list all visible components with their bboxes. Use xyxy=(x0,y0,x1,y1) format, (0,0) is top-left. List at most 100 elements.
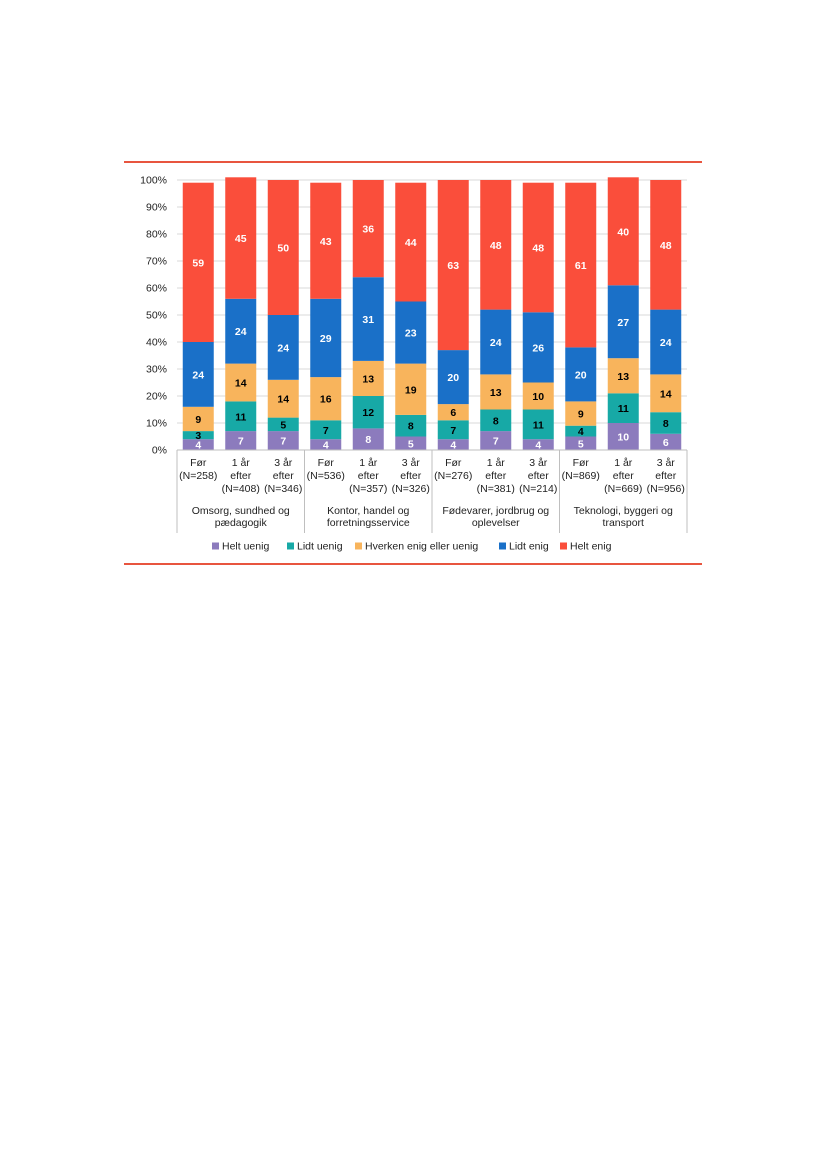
x-tick-label: efter xyxy=(655,470,677,482)
data-label: 8 xyxy=(493,415,499,427)
bar-segment xyxy=(225,401,257,432)
bar-segment xyxy=(607,285,639,359)
data-label: 24 xyxy=(235,326,247,338)
x-tick-label: 1 år xyxy=(487,457,506,469)
bar-segment xyxy=(522,312,554,383)
data-label: 20 xyxy=(575,369,587,381)
data-label: 8 xyxy=(365,434,371,446)
bar-segment xyxy=(437,350,469,405)
bar-segment xyxy=(607,177,639,286)
data-label: 19 xyxy=(405,384,417,396)
bar-segment xyxy=(267,431,299,450)
x-tick-label: (N=346) xyxy=(264,483,302,495)
bar-segment xyxy=(650,412,682,434)
bar-segment xyxy=(352,360,384,396)
bottom-rule xyxy=(124,563,702,565)
data-label: 13 xyxy=(490,387,502,399)
legend-label: Helt uenig xyxy=(222,541,269,553)
group-label: Kontor, handel og xyxy=(327,505,409,517)
data-label: 7 xyxy=(280,436,286,448)
data-label: 10 xyxy=(617,432,629,444)
data-label: 61 xyxy=(575,260,587,272)
bar-segment xyxy=(565,347,597,402)
bar-segment xyxy=(267,180,299,315)
bar-segment xyxy=(352,396,384,429)
bar-segment xyxy=(267,417,299,432)
bar-segment xyxy=(395,301,427,364)
bar-segment xyxy=(182,182,214,342)
data-label: 9 xyxy=(578,409,584,421)
bar-segment xyxy=(437,439,469,450)
bar-segment xyxy=(522,409,554,440)
top-rule xyxy=(124,161,702,163)
y-tick-label: 100% xyxy=(140,175,167,187)
bar-segment xyxy=(352,277,384,361)
x-tick-label: efter xyxy=(613,470,635,482)
x-tick-label: 1 år xyxy=(232,457,251,469)
bar-segment xyxy=(395,182,427,302)
data-label: 36 xyxy=(362,224,374,236)
bar-segment xyxy=(310,298,342,378)
bar-segment xyxy=(480,409,512,432)
bar-segment xyxy=(267,379,299,418)
data-label: 11 xyxy=(235,411,246,423)
x-tick-label: 3 år xyxy=(274,457,293,469)
data-label: 63 xyxy=(447,260,459,272)
data-label: 8 xyxy=(663,418,669,430)
x-tick-label: (N=536) xyxy=(307,470,345,482)
x-tick-label: (N=381) xyxy=(477,483,515,495)
x-tick-label: Før xyxy=(445,457,462,469)
data-label: 48 xyxy=(660,240,672,252)
bar-segment xyxy=(310,420,342,440)
bar-segment xyxy=(565,401,597,426)
group-label: Omsorg, sundhed og xyxy=(192,505,290,517)
data-label: 7 xyxy=(450,425,456,437)
data-label: 13 xyxy=(362,373,374,385)
y-tick-label: 80% xyxy=(146,229,167,241)
data-label: 14 xyxy=(235,378,247,390)
data-label: 4 xyxy=(195,440,201,452)
bar-segment xyxy=(182,406,214,432)
data-label: 24 xyxy=(490,337,502,349)
bar-segment xyxy=(565,425,597,437)
bar-segment xyxy=(607,423,639,450)
x-tick-label: 3 år xyxy=(402,457,421,469)
legend-swatch xyxy=(560,542,567,550)
x-tick-label: Før xyxy=(190,457,207,469)
data-label: 16 xyxy=(320,394,332,406)
data-label: 8 xyxy=(408,421,414,433)
bar-segment xyxy=(352,428,384,450)
bar-segment xyxy=(565,436,597,450)
x-tick-label: (N=357) xyxy=(349,483,387,495)
bar-segment xyxy=(522,182,554,313)
data-label: 7 xyxy=(238,436,244,448)
bar-segment xyxy=(395,414,427,437)
bar-segment xyxy=(225,177,257,299)
x-tick-label: 1 år xyxy=(359,457,378,469)
x-tick-label: efter xyxy=(273,470,295,482)
data-label: 5 xyxy=(280,419,286,431)
y-tick-label: 40% xyxy=(146,337,167,349)
x-tick-label: efter xyxy=(358,470,380,482)
legend-swatch xyxy=(287,542,294,550)
legend-swatch xyxy=(355,542,362,550)
legend-label: Lidt uenig xyxy=(297,541,343,553)
bar-segment xyxy=(310,182,342,299)
data-label: 4 xyxy=(323,440,329,452)
data-label: 50 xyxy=(277,243,289,255)
data-label: 24 xyxy=(277,342,289,354)
group-label: Fødevarer, jordbrug og xyxy=(442,505,549,517)
x-tick-label: Før xyxy=(318,457,335,469)
group-label: Teknologi, byggeri og xyxy=(574,505,673,517)
bar-segment xyxy=(352,180,384,278)
data-label: 48 xyxy=(532,243,544,255)
data-label: 4 xyxy=(578,426,584,438)
data-label: 26 xyxy=(532,342,544,354)
y-tick-label: 20% xyxy=(146,391,167,403)
bar-segment xyxy=(480,309,512,375)
x-tick-label: efter xyxy=(230,470,252,482)
x-tick-label: (N=408) xyxy=(222,483,260,495)
bar-segment xyxy=(225,431,257,450)
legend-swatch xyxy=(499,542,506,550)
